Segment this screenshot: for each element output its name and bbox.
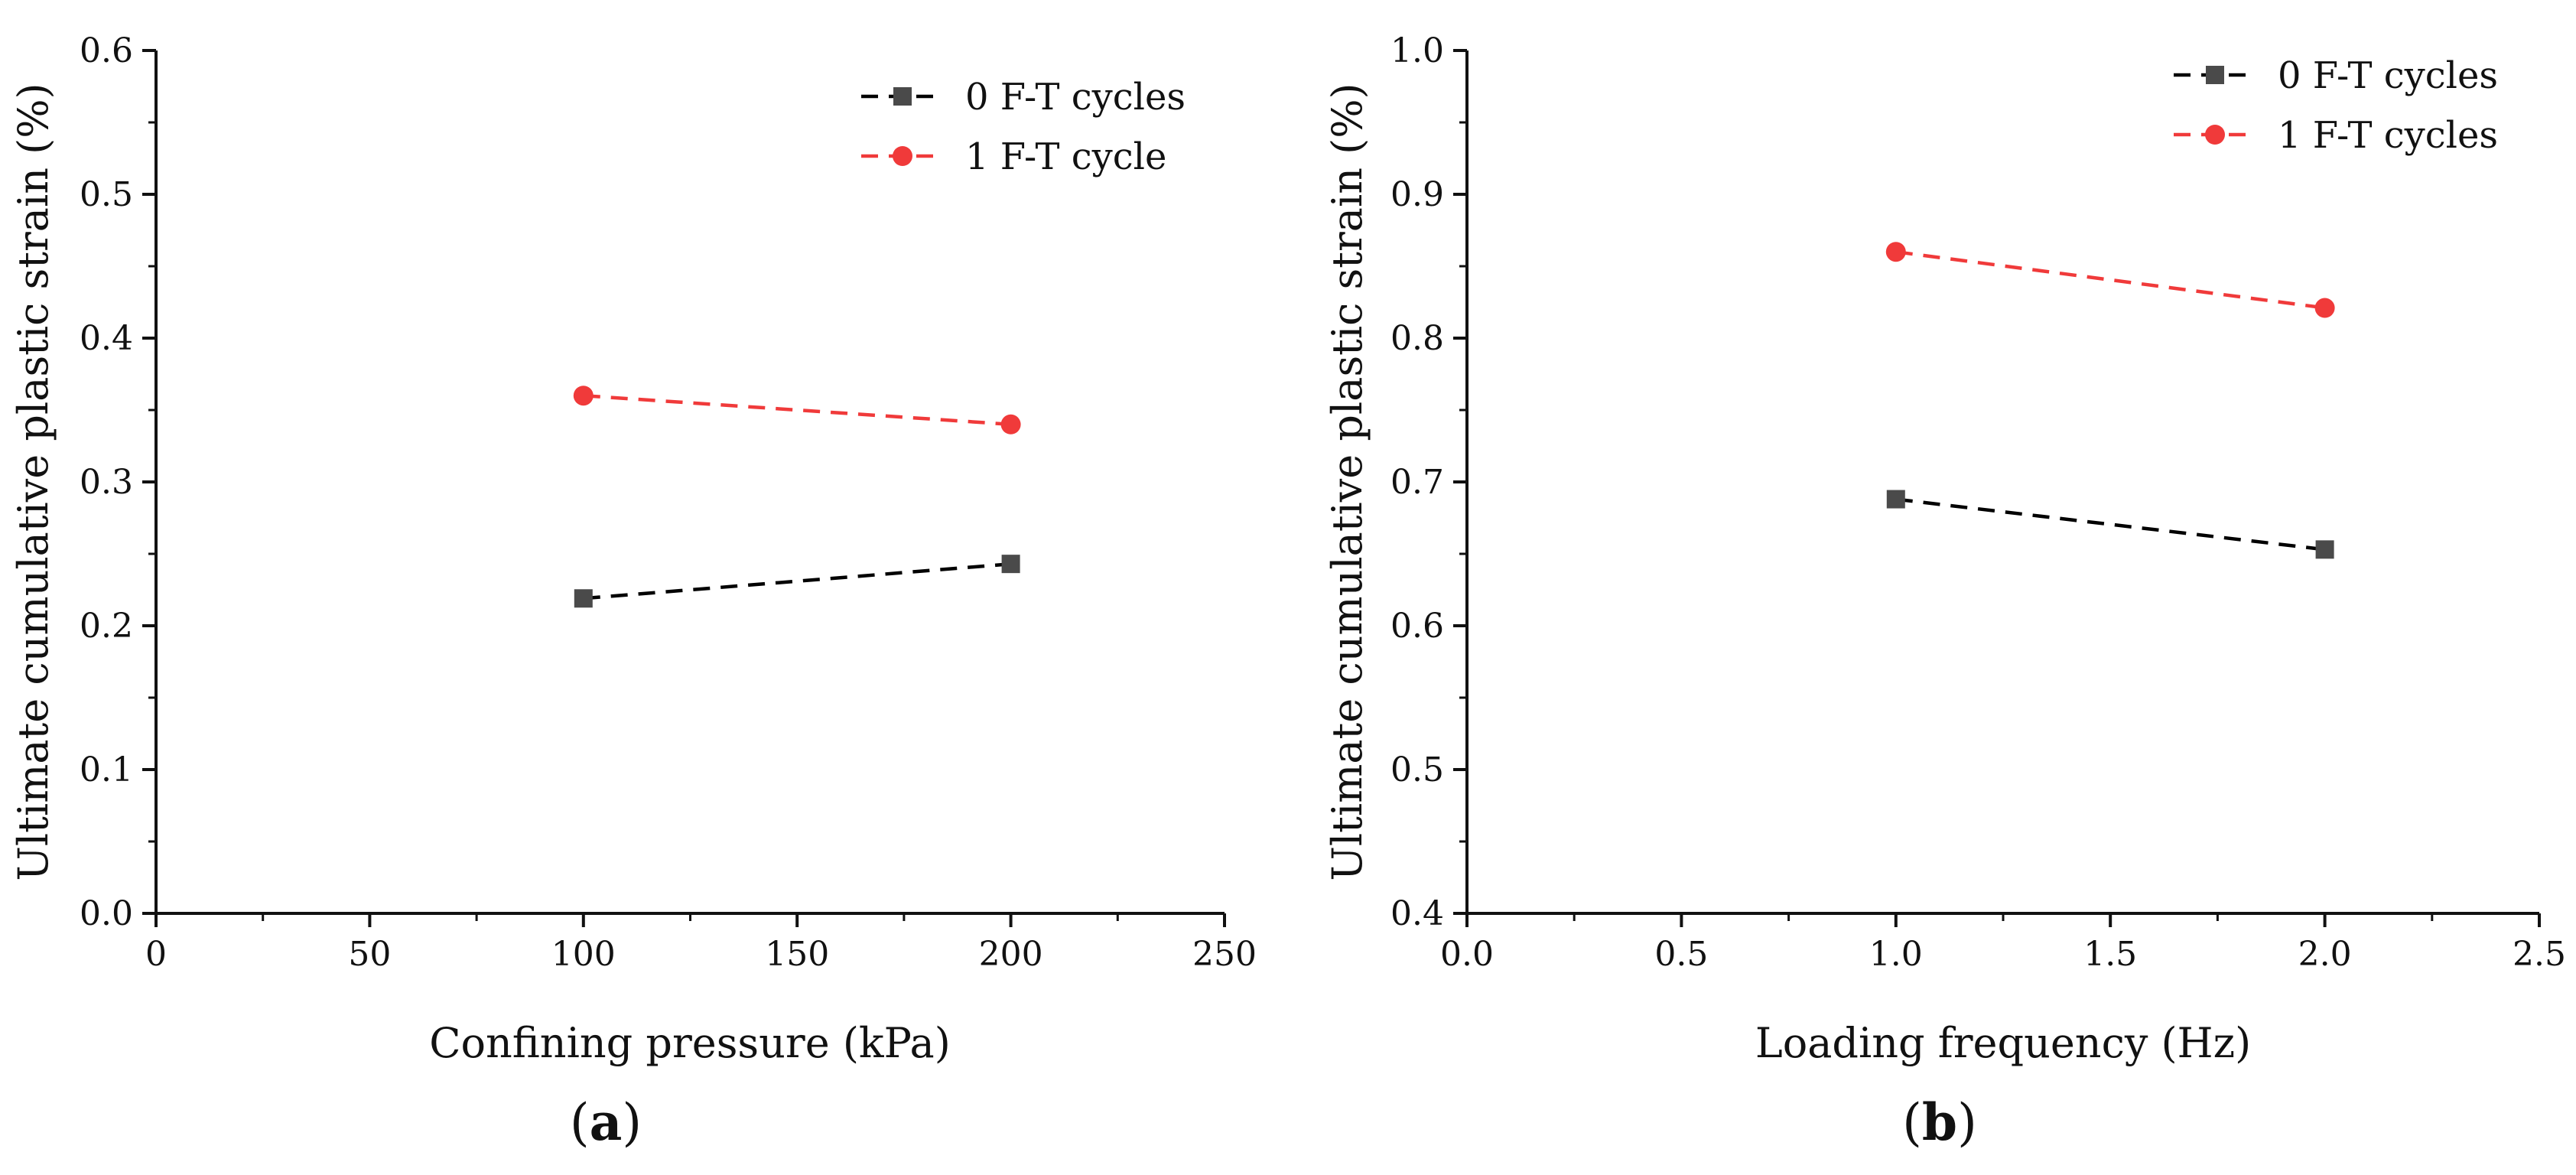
x-tick-label: 250 [1192,935,1257,974]
x-axis-title: Confining pressure (kPa) [429,1019,951,1067]
panel-label: (b) [1902,1092,1977,1152]
legend-label-1: 1 F-T cycle [965,135,1166,178]
chart-panels: 0 50 100 150 200 250 0.0 0.1 0.2 0.3 0.4 0.5 0.6 Conf… [9,31,2566,1152]
y-tick-label: 0.4 [1390,894,1444,933]
legend-label-0: 0 F-T cycles [2278,54,2498,97]
series-line-0 [583,561,1011,601]
series-line-0 [1895,497,2325,552]
data-point-square [1001,555,1020,574]
data-point-square [2315,540,2334,559]
legend-marker-square [2206,66,2224,84]
panel-label: (a) [570,1092,642,1152]
x-tick-label: 0 [145,935,167,974]
series-line-1 [583,393,1011,427]
x-tick-label: 0.5 [1654,935,1708,974]
data-point-circle [1885,242,1906,262]
x-tick-label: 1.5 [2083,935,2137,974]
y-tick-label: 0.7 [1390,463,1444,502]
chart-panel-b: 0.0 0.5 1.0 1.5 2.0 2.5 0.4 0.5 0.6 0.7 0.8 0.9 1.0 L… [1323,31,2566,1152]
legend: 0 F-T cycles 1 F-T cycles [2174,54,2498,157]
y-tick-label: 0.3 [80,463,133,502]
x-axis-title: Loading frequency (Hz) [1755,1019,2251,1067]
data-point-circle [2314,298,2335,318]
y-tick-label: 0.2 [80,607,133,646]
data-point-square [1886,490,1905,509]
panel-label-close-paren: ) [1957,1093,1977,1152]
legend-marker-circle [893,146,912,166]
x-tick-label: 2.0 [2298,935,2352,974]
y-axis-title: Ultimate cumulative plastic strain (%) [1323,83,1371,880]
x-tick-label: 50 [348,935,391,974]
x-tick-label: 0.0 [1440,935,1494,974]
panel-label-close-paren: ) [622,1093,642,1152]
legend-marker-square [893,87,912,106]
y-tick-label: 0.8 [1390,319,1444,358]
y-tick-label: 1.0 [1390,31,1444,70]
legend-label-1: 1 F-T cycles [2278,114,2498,157]
data-point-circle [1000,414,1021,435]
panel-label-open-paren: ( [1902,1093,1922,1152]
y-axis-title: Ultimate cumulative plastic strain (%) [9,83,57,880]
y-tick-label: 0.6 [80,31,133,70]
y-tick-label: 0.9 [1390,175,1444,214]
data-point-square [574,589,593,608]
data-point-circle [573,386,594,406]
y-tick-label: 0.5 [1390,750,1444,789]
x-tick-label: 100 [551,935,616,974]
y-tick-label: 0.5 [80,175,133,214]
y-tick-label: 0.1 [80,750,133,789]
chart-panel-a: 0 50 100 150 200 250 0.0 0.1 0.2 0.3 0.4 0.5 0.6 Conf… [9,31,1257,1152]
legend-label-0: 0 F-T cycles [965,76,1186,119]
y-tick-label: 0.4 [80,319,133,358]
series-line-1 [1895,249,2325,310]
x-tick-label: 150 [765,935,829,974]
panel-label-letter: a [590,1092,623,1152]
x-tick-label: 2.5 [2513,935,2566,974]
y-tick-label: 0.6 [1390,607,1444,646]
x-tick-label: 1.0 [1869,935,1923,974]
panel-label-open-paren: ( [570,1093,590,1152]
y-tick-label: 0.0 [80,894,133,933]
legend: 0 F-T cycles 1 F-T cycle [861,76,1186,178]
legend-marker-circle [2205,125,2225,145]
x-tick-label: 200 [979,935,1043,974]
panel-label-letter: b [1922,1092,1957,1152]
